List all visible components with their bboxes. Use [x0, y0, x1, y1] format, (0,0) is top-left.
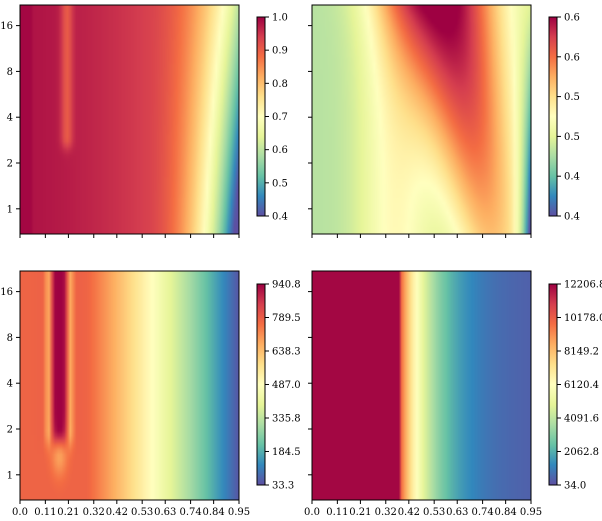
colorbar-tick-label: 487.0	[272, 380, 301, 391]
x-tick-label: 0.21	[57, 507, 79, 518]
colorbar-tick-label: 0.7	[272, 112, 288, 123]
colorbar-tick-label: 6120.4	[564, 380, 599, 391]
colorbar-gradient	[548, 283, 558, 486]
colorbar-tick-label: 0.4	[272, 212, 288, 223]
colorbar: 0.4 0.5 0.6 0.7 0.8 0.9 1.0	[256, 13, 288, 223]
y-tick-label: 16	[0, 287, 13, 298]
y-tick-label: 8	[7, 67, 13, 78]
heatmap-image	[312, 5, 531, 234]
colorbar: 34.0 2062.8 4091.6 6120.4 8149.2 10178.0 12206…	[548, 280, 602, 492]
colorbar-tick-label: 0.5	[564, 92, 580, 103]
colorbar-tick-label: 0.4	[564, 212, 580, 223]
x-tick-label: 0.11	[34, 507, 56, 518]
colorbar-tick-label: 34.0	[564, 481, 586, 492]
colorbar-tick-label: 0.9	[272, 46, 288, 57]
axes-frame	[311, 4, 532, 235]
x-tick-label: 0.21	[349, 507, 371, 518]
heatmap-panel-bottom-left: 1 2 4 8 16 0.0 0.11 0.21 0.32 0.42 0.53 0.63 0.74 0.8…	[0, 270, 250, 518]
colorbar-tick-label: 184.5	[272, 447, 301, 458]
x-tick-label: 0.95	[228, 507, 250, 518]
colorbar-tick-label: 0.8	[272, 79, 288, 90]
y-tick-label: 16	[0, 21, 13, 32]
x-tick-label: 0.32	[375, 507, 397, 518]
x-tick-label: 0.53	[423, 507, 445, 518]
x-tick-label: 0.11	[326, 507, 348, 518]
axes-frame	[19, 270, 240, 501]
colorbar-tick-label: 0.5	[564, 132, 580, 143]
x-tick-label: 0.42	[106, 507, 128, 518]
colorbar-tick-label: 0.4	[564, 172, 580, 183]
heatmap-panel-top-right	[308, 4, 532, 238]
y-tick-label: 4	[7, 113, 13, 124]
colorbar-tick-label: 940.8	[272, 280, 301, 291]
colorbar-tick-label: 12206.8	[564, 280, 602, 291]
axes-frame	[311, 270, 532, 501]
colorbar-tick-label: 0.6	[272, 145, 288, 156]
axes-frame	[19, 4, 240, 235]
x-tick-label: 0.84	[495, 507, 517, 518]
colorbar-tick-label: 638.3	[272, 347, 301, 358]
colorbar-gradient	[548, 16, 558, 217]
x-tick-label: 0.63	[446, 507, 468, 518]
y-tick-label: 1	[7, 204, 13, 215]
colorbar-tick-label: 8149.2	[564, 347, 599, 358]
x-tick-label: 0.95	[520, 507, 542, 518]
heatmap-panel-top-left: 1 2 4 8 16	[0, 4, 240, 238]
x-tick-label: 0.84	[203, 507, 225, 518]
colorbar-tick-label: 0.5	[272, 178, 288, 189]
colorbar-tick-label: 789.5	[272, 313, 301, 324]
x-tick-label: 0.63	[154, 507, 176, 518]
y-tick-label: 8	[7, 333, 13, 344]
colorbar-tick-label: 0.6	[564, 13, 580, 24]
x-tick-label: 0.74	[471, 507, 493, 518]
x-tick-label: 0.42	[398, 507, 420, 518]
y-tick-label: 1	[7, 470, 13, 481]
heatmap-image	[20, 5, 239, 234]
y-tick-label: 2	[7, 425, 13, 436]
colorbar-gradient	[256, 16, 266, 217]
colorbar-tick-label: 33.3	[272, 481, 294, 492]
y-tick-label: 2	[7, 159, 13, 170]
colorbar-gradient	[256, 283, 266, 486]
x-tick-label: 0.74	[179, 507, 201, 518]
x-tick-label: 0.0	[12, 507, 28, 518]
colorbar-tick-label: 335.8	[272, 414, 301, 425]
x-tick-label: 0.53	[131, 507, 153, 518]
heatmap-image	[20, 271, 239, 500]
colorbar-tick-label: 4091.6	[564, 414, 599, 425]
y-tick-label: 4	[7, 379, 13, 390]
colorbar-tick-label: 1.0	[272, 13, 288, 24]
colorbar: 0.4 0.4 0.5 0.5 0.6 0.6	[548, 13, 580, 223]
x-tick-label: 0.32	[83, 507, 105, 518]
heatmap-image	[312, 271, 531, 500]
colorbar-tick-label: 10178.0	[564, 313, 602, 324]
colorbar-tick-label: 2062.8	[564, 447, 599, 458]
heatmap-panel-bottom-right: 0.0 0.11 0.21 0.32 0.42 0.53 0.63 0.74 0.84 0.95	[304, 270, 542, 518]
colorbar: 33.3 184.5 335.8 487.0 638.3 789.5 940.8	[256, 280, 301, 492]
x-tick-label: 0.0	[304, 507, 320, 518]
colorbar-tick-label: 0.6	[564, 52, 580, 63]
